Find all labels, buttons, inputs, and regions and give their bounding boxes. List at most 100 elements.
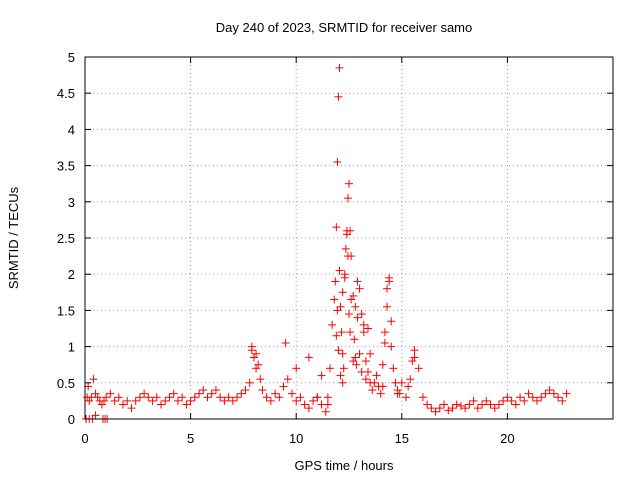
data-point [249,353,258,362]
data-point [254,360,263,369]
y-tick-label: 2 [68,267,75,282]
data-point [378,360,387,369]
x-tick-label: 20 [500,431,514,446]
data-point [361,375,370,384]
data-point [169,389,178,398]
data-point [258,386,267,395]
data-point [410,346,419,355]
data-point [279,382,288,391]
data-point [402,393,411,402]
data-point [292,396,301,405]
y-tick-label: 5 [68,50,75,65]
data-point [186,396,195,405]
data-point [91,389,100,398]
data-point [366,349,375,358]
data-point [292,364,301,373]
data-point [331,277,340,286]
data-point [341,244,350,253]
y-tick-label: 0.5 [57,376,75,391]
data-point [370,378,379,387]
data-point [350,335,359,344]
data-point [220,396,229,405]
data-point [383,284,392,293]
data-point [494,400,503,409]
data-point [110,396,119,405]
data-point [84,382,93,391]
data-point [97,400,106,409]
data-point [313,393,322,402]
data-point [338,288,347,297]
data-point [173,396,182,405]
data-point [140,389,149,398]
data-point [452,400,461,409]
data-point [102,393,111,402]
data-point [343,194,352,203]
data-point [486,400,495,409]
data-point [336,371,345,380]
data-point [361,357,370,366]
data-point [554,393,563,402]
y-tick-label: 4 [68,122,75,137]
data-point [387,317,396,326]
data-point [332,223,341,232]
data-point [357,310,366,319]
x-axis-label: GPS time / hours [295,458,394,473]
grid-lines [85,57,613,419]
data-point [321,407,330,416]
data-point [275,393,284,402]
data-point [380,338,389,347]
data-point [304,404,313,413]
data-point [482,396,491,405]
data-point [161,396,170,405]
data-point [165,393,174,402]
data-point [93,393,102,402]
data-point [355,349,364,358]
data-point [178,393,187,402]
data-point [456,401,465,410]
data-point [435,404,444,413]
chart-title: Day 240 of 2023, SRMTID for receiver sam… [216,20,473,35]
data-point [408,357,417,366]
data-point [478,400,487,409]
y-tick-label: 3.5 [57,159,75,174]
data-point [241,386,250,395]
data-point [545,386,554,395]
data-point [266,396,275,405]
data-point [144,393,153,402]
data-point [355,284,364,293]
data-point [357,367,366,376]
data-point [334,92,343,101]
data-point [440,400,449,409]
data-point [340,273,349,282]
data-point [216,393,225,402]
data-point [423,400,432,409]
data-point [332,331,341,340]
data-point [91,411,100,420]
axis-ticks [84,56,613,420]
data-point [199,386,208,395]
data-point [157,400,166,409]
data-point [427,404,436,413]
data-point [352,360,361,369]
data-point [339,364,348,373]
data-point [345,179,353,188]
data-point [85,396,94,405]
data-point [461,404,470,413]
data-point [123,396,132,405]
data-point [383,302,392,311]
data-point [338,378,347,387]
data-point [537,393,546,402]
data-point [337,328,346,337]
data-point [135,393,144,402]
data-point [368,386,377,395]
data-point [359,320,368,329]
data-point [473,404,482,413]
data-point [100,396,109,405]
data-point [343,252,352,261]
data-point [364,324,373,333]
data-point [309,396,318,405]
data-point [387,342,396,351]
data-point [431,407,440,416]
data-point [528,393,537,402]
data-point [503,393,512,402]
